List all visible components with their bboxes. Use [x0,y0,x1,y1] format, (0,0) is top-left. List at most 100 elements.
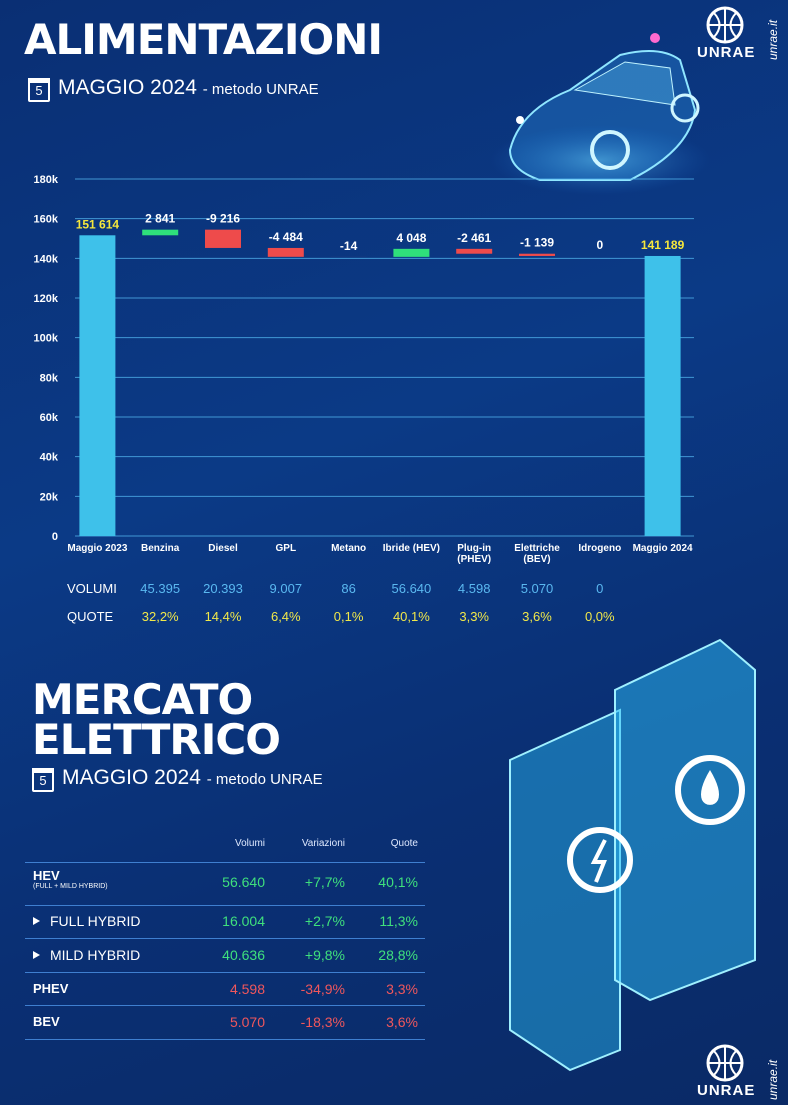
row-name: HEV [33,868,60,883]
section-title: MERCATO ELETTRICO [32,675,281,764]
y-tick-label: 60k [40,412,59,424]
row-divider [25,1039,425,1040]
logo-text: UNRAE [697,1082,756,1099]
table-cell: -18,3% [300,1014,345,1030]
y-tick-label: 80k [40,372,59,384]
x-tick-label: Diesel [208,543,238,554]
table-cell: 4.598 [457,581,491,596]
table-cell: 0,0% [584,609,615,624]
y-tick-label: 180k [34,174,59,186]
x-tick-label: Maggio 2024 [632,543,693,554]
value-label: -4 484 [269,230,303,244]
bar [644,255,681,536]
table-cell: +9,8% [304,947,345,963]
bar [393,248,430,257]
table-cell: 3,3% [386,981,418,997]
table-cell: 5.070 [229,1014,265,1030]
row-label: VOLUMI [67,581,117,596]
column-header: Variazioni [301,838,345,849]
bar [267,247,304,257]
table-cell: 40.636 [222,947,265,963]
bullet [33,951,40,959]
bar [519,253,555,256]
date-text: MAGGIO 2024 [62,766,201,789]
table-cell: 3,6% [522,609,552,624]
table-cell: 40,1% [392,609,430,624]
y-tick-label: 20k [40,491,59,503]
date: MAGGIO 2024 - metodo UNRAE [58,76,319,100]
table-cell: 0 [596,581,604,596]
column-header: Quote [390,838,418,849]
row-divider [25,862,425,863]
chart: 0 20k 40k 60k 80k 100k 120k 140k 160k 180k 151 614… [34,174,694,543]
bar [142,229,179,236]
car-illustration [490,33,710,195]
row-divider [25,972,425,973]
y-tick-label: 40k [40,452,59,464]
chart-title: ALIMENTAZIONI [24,15,383,64]
y-tick-label: 140k [34,253,59,265]
calendar-icon: 5 [32,768,54,792]
table-cell: 28,8% [378,947,418,963]
x-tick-label: Metano [331,543,367,554]
table-cell: 11,3% [379,913,418,929]
row-divider [25,1005,425,1006]
row-label: QUOTE [67,609,114,624]
bar [456,248,493,254]
column-header: Volumi [234,838,265,849]
row-name: MILD HYBRID [50,947,141,963]
row-divider [25,905,425,906]
x-tick-label: GPL [275,543,297,554]
row-name: FULL HYBRID [50,913,141,929]
table-cell: 20.393 [203,581,243,596]
method: - metodo UNRAE [206,771,323,788]
value-label: 2 841 [145,212,175,226]
value-label: -9 216 [206,212,240,226]
table-cell: 3,6% [386,1014,418,1030]
table-cell: 56.640 [222,874,265,890]
logo-mark [706,1044,744,1082]
value-label: 0 [596,238,603,252]
calendar-icon: 5 [28,78,50,102]
value-label: 4 048 [396,231,426,245]
table-cell: 0,1% [333,609,364,624]
y-tick-label: 120k [34,293,59,305]
x-tick-label: Elettriche (BEV) [514,543,560,565]
x-tick-label: Maggio 2023 [67,543,128,554]
y-tick-label: 100k [34,333,59,345]
charger-illustration [509,638,756,1072]
x-tick-label: Ibride (HEV) [382,543,440,554]
table-cell: 16.004 [222,913,265,929]
table-cell: 3,3% [459,609,489,624]
value-label: -1 139 [520,236,554,250]
table-cell: 45.395 [140,581,181,596]
y-tick-label: 160k [34,214,59,226]
logo-text: UNRAE [697,44,756,61]
value-label: -14 [340,239,358,253]
bar [205,229,241,248]
site: unrae.it [766,1059,780,1100]
row-name: PHEV [33,981,69,996]
table-cell: 86 [341,581,356,596]
x-tick-label: Plug-in (PHEV) [457,543,492,565]
logo-mark [706,6,744,44]
bullet [33,917,40,925]
table-cell: +7,7% [304,874,345,890]
table-cell: 9.007 [269,581,303,596]
table-cell: 56.640 [391,581,432,596]
date: MAGGIO 2024 - metodo UNRAE [62,766,323,790]
table-cell: 40,1% [378,874,418,890]
site: unrae.it [766,19,780,60]
x-tick-label: Benzina [141,543,180,554]
date-text: MAGGIO 2024 [58,76,197,99]
row-divider [25,938,425,939]
value-label: 141 189 [641,238,685,252]
value-label: -2 461 [457,231,491,245]
x-tick-label: Idrogeno [578,543,622,554]
table-cell: 32,2% [141,609,179,624]
value-label: 151 614 [76,217,120,231]
table-cell: -34,9% [300,981,345,997]
row-name: BEV [33,1014,60,1029]
table-cell: 6,4% [270,609,301,624]
